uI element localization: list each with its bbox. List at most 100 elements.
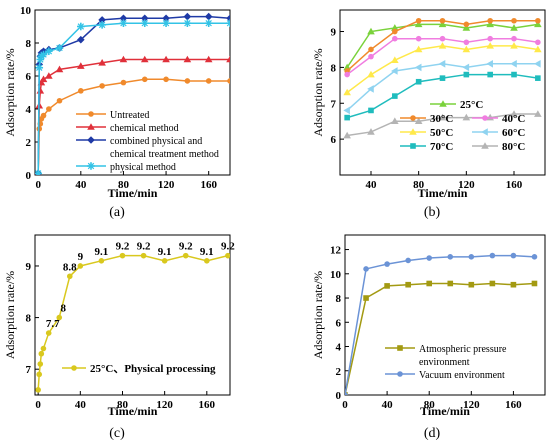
- data-point: [534, 110, 542, 117]
- x-tick-label: 80: [424, 399, 436, 411]
- legend-marker: [409, 128, 417, 135]
- data-point: [35, 387, 41, 393]
- data-point: [510, 60, 517, 68]
- data-point: [384, 283, 390, 289]
- data-point: [343, 88, 351, 96]
- data-point: [162, 55, 170, 63]
- y-tick-label: 8: [331, 62, 337, 74]
- data-point: [438, 60, 446, 68]
- panel-label: (a): [109, 205, 125, 220]
- y-tick-label: 2: [336, 366, 342, 378]
- data-point: [40, 345, 47, 352]
- data-point: [486, 60, 493, 68]
- data-point: [486, 20, 494, 28]
- x-tick-label: 40: [365, 179, 377, 191]
- x-tick-label: 120: [458, 179, 475, 191]
- data-point: [367, 27, 375, 35]
- data-point: [162, 14, 170, 23]
- data-point: [226, 14, 230, 23]
- data-point: [162, 19, 170, 27]
- data-point: [510, 252, 517, 259]
- series-2: [344, 17, 541, 74]
- legend-marker: [481, 142, 489, 149]
- panel-label: (b): [424, 205, 441, 220]
- y-tick-label: 6: [331, 134, 337, 146]
- data-point: [438, 113, 447, 121]
- data-point: [487, 35, 493, 42]
- plot-frame: [34, 9, 231, 176]
- legend-marker: [87, 123, 95, 130]
- data-point: [463, 21, 470, 28]
- legend-marker: [397, 371, 403, 377]
- data-point: [487, 71, 493, 78]
- data-point: [344, 71, 350, 78]
- legend-marker: [87, 136, 95, 144]
- data-point: [405, 257, 411, 264]
- data-point: [98, 59, 106, 66]
- data-point: [46, 106, 52, 112]
- data-point: [226, 55, 230, 63]
- y-tick-label: 9: [331, 27, 337, 39]
- data-point: [391, 67, 398, 75]
- x-tick-label: 80: [118, 179, 130, 191]
- data-point: [205, 78, 212, 84]
- y-tick-label: 7: [26, 364, 32, 376]
- panel-4: 0 40 80 120 160 0 2 4 6 8 10 12 Time/min Adsorption r…: [311, 234, 546, 441]
- series-2: [345, 252, 538, 395]
- data-point: [55, 65, 64, 73]
- legend: Atmospheric pressure environment Vacuum en…: [385, 344, 507, 381]
- y-tick-label: 9: [26, 261, 32, 273]
- data-point: [66, 273, 73, 280]
- y-tick-label: 0: [26, 170, 32, 182]
- data-point: [343, 131, 351, 139]
- data-label: 7.7: [46, 318, 60, 330]
- data-point: [439, 17, 446, 24]
- series-layer: [345, 252, 538, 395]
- x-axis-label: Time/min: [108, 186, 158, 200]
- data-point: [438, 20, 447, 28]
- series-4: [35, 19, 230, 175]
- data-point: [98, 258, 105, 264]
- series-6: [344, 71, 541, 121]
- series-5: [343, 60, 541, 115]
- legend-marker: [88, 111, 94, 117]
- data-point: [535, 39, 541, 46]
- data-point: [414, 45, 423, 53]
- x-tick-label: 40: [75, 179, 87, 191]
- data-point: [37, 361, 44, 367]
- data-point: [119, 14, 128, 23]
- legend-marker: [410, 115, 416, 121]
- y-tick-label: 10: [20, 5, 32, 17]
- legend-marker: [87, 162, 95, 170]
- data-point: [119, 252, 126, 259]
- data-point: [345, 392, 348, 395]
- data-point: [468, 281, 475, 288]
- data-point: [534, 60, 541, 68]
- data-point: [447, 280, 454, 287]
- data-point: [36, 371, 43, 378]
- legend-label: 80°C: [502, 141, 525, 153]
- data-point: [462, 63, 470, 72]
- data-point: [367, 128, 375, 135]
- data-point: [183, 19, 192, 27]
- series-1: [35, 252, 230, 393]
- legend-label: combined physical and: [110, 136, 202, 147]
- data-point: [415, 17, 422, 24]
- legend-label: 40°C: [502, 113, 525, 125]
- y-tick-label: 0: [336, 390, 342, 402]
- x-tick-label: 0: [35, 399, 41, 411]
- x-tick-label: 160: [199, 399, 216, 411]
- data-point: [55, 44, 64, 52]
- x-tick-label: 160: [506, 179, 523, 191]
- series-1: [343, 20, 542, 71]
- data-point: [35, 63, 44, 72]
- data-point: [391, 24, 399, 31]
- y-tick-label: 8: [26, 38, 32, 50]
- data-point: [426, 280, 433, 287]
- x-tick-label: 40: [75, 399, 87, 411]
- y-tick-label: 7: [331, 98, 337, 110]
- data-point: [204, 12, 213, 21]
- y-tick-label: 6: [26, 71, 32, 83]
- series-7: [343, 110, 542, 139]
- legend-label: chemical method: [110, 123, 179, 134]
